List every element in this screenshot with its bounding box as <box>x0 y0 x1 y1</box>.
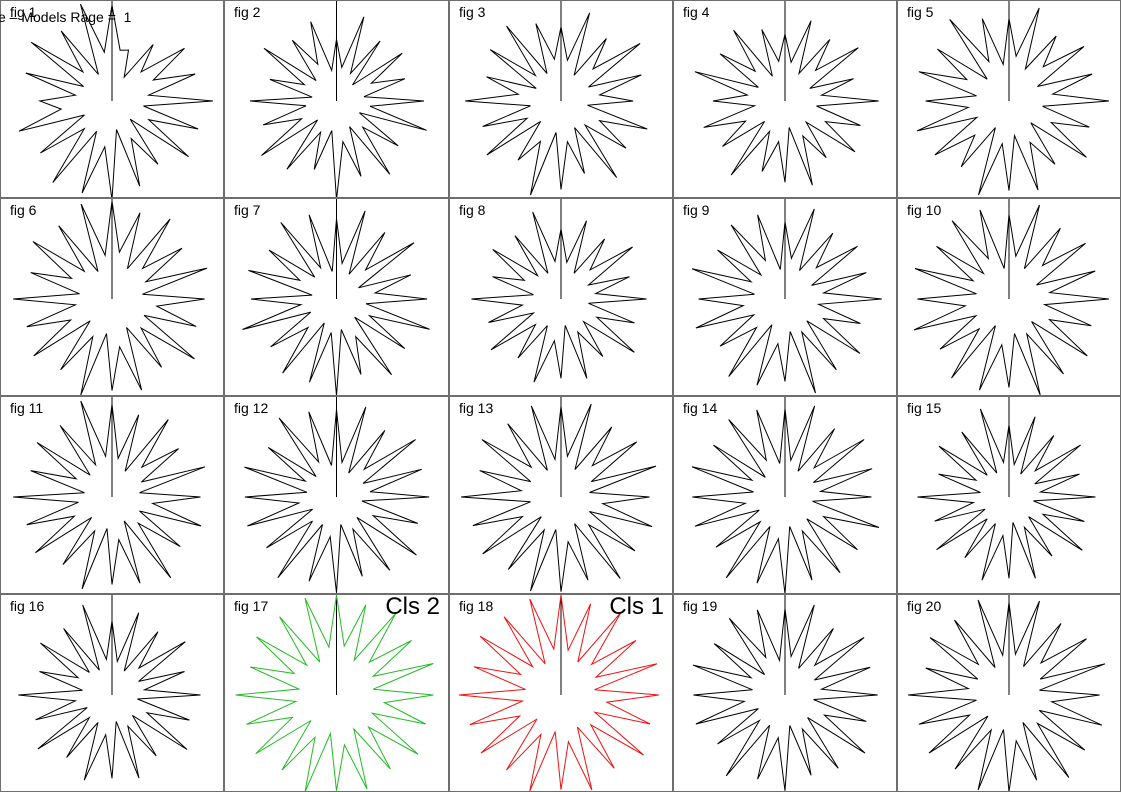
figure-label: fig 11 <box>10 400 44 416</box>
star-plot-panel: fig 2 <box>224 0 449 198</box>
star-plot-panel: fig 14 <box>673 396 897 594</box>
star-plot-panel: fig 5 <box>897 0 1121 198</box>
figure-label: fig 1 <box>10 4 37 20</box>
star-glyph <box>18 3 213 197</box>
star-glyph <box>692 604 878 791</box>
star-glyph <box>694 20 879 186</box>
star-glyph <box>13 201 208 395</box>
star-plot-panel: fig 6 <box>0 198 224 396</box>
figure-label: fig 20 <box>907 598 942 614</box>
figure-label: fig 19 <box>683 598 718 614</box>
star-plot-panel: fig 18 Cls 1 <box>449 594 673 792</box>
star-plot-panel: fig 16 <box>0 594 224 792</box>
star-plot-panel: fig 11 <box>0 396 224 594</box>
figure-label: fig 5 <box>907 4 934 20</box>
star-glyph-svg <box>459 595 659 791</box>
figure-label: fig 15 <box>907 400 942 416</box>
figure-label: fig 4 <box>683 4 710 20</box>
figure-label: fig 18 <box>459 598 494 614</box>
star-plot-panel: fig 9 <box>673 198 897 396</box>
star-glyph <box>908 599 1106 791</box>
star-plot-panel: fig 15 <box>897 396 1121 594</box>
figure-label: fig 14 <box>683 400 718 416</box>
star-glyph <box>465 12 648 196</box>
star-glyph <box>916 7 1109 196</box>
star-glyph-svg <box>13 199 208 395</box>
star-glyph-svg <box>471 199 647 383</box>
figure-label: fig 8 <box>459 202 486 218</box>
star-glyph <box>691 208 882 394</box>
star-glyph-svg <box>13 397 206 590</box>
page-header: e – Models Rage = 1 <box>0 9 132 25</box>
class-label: Cls 1 <box>609 594 664 620</box>
star-glyph <box>244 406 430 593</box>
star-glyph <box>249 16 427 197</box>
star-glyph-svg <box>917 397 1096 581</box>
class-label: Cls 2 <box>385 594 440 620</box>
star-plot-panel: fig 17 Cls 2 <box>224 594 449 792</box>
star-glyph-svg <box>694 1 879 186</box>
figure-label: fig 2 <box>234 4 261 20</box>
star-glyph-svg <box>249 1 427 197</box>
star-plot-panel: fig 12 <box>224 396 449 594</box>
star-glyph <box>459 595 659 791</box>
star-glyph-svg <box>235 595 434 791</box>
star-glyph-svg <box>913 199 1109 395</box>
figure-label: fig 16 <box>10 598 45 614</box>
star-glyph-svg <box>242 199 430 395</box>
star-plot-panel: fig 8 <box>449 198 673 396</box>
star-glyph <box>461 403 657 592</box>
star-glyph <box>913 204 1109 395</box>
star-glyph <box>13 400 206 590</box>
star-glyph-svg <box>691 397 880 593</box>
star-plot-panel: fig 7 <box>224 198 449 396</box>
star-plot-panel: fig 10 <box>897 198 1121 396</box>
star-glyph <box>471 211 647 383</box>
star-glyph <box>18 604 201 781</box>
star-glyph-svg <box>244 397 430 593</box>
star-plot-panel: fig 13 <box>449 396 673 594</box>
star-glyph-svg <box>18 595 201 781</box>
star-plot-panel: fig 19 <box>673 594 897 792</box>
star-glyph-svg <box>465 1 648 196</box>
figure-label: fig 12 <box>234 400 269 416</box>
star-glyph-svg <box>691 199 882 394</box>
figure-label: fig 13 <box>459 400 494 416</box>
star-glyph-svg <box>908 595 1106 791</box>
star-plot-panel: fig 20 <box>897 594 1121 792</box>
star-plot-panel: fig 1 <box>0 0 224 198</box>
star-glyph-svg <box>692 595 878 791</box>
star-glyph-svg <box>18 1 213 197</box>
figure-label: fig 10 <box>907 202 942 218</box>
star-glyph-svg <box>916 1 1109 196</box>
star-glyph <box>235 595 434 791</box>
star-glyph <box>691 405 880 593</box>
figure-label: fig 17 <box>234 598 269 614</box>
figure-label: fig 3 <box>459 4 486 20</box>
figure-label: fig 6 <box>10 202 37 218</box>
star-plot-panel: fig 4 <box>673 0 897 198</box>
star-glyph <box>917 408 1096 581</box>
star-plot-panel: fig 3 <box>449 0 673 198</box>
figure-label: fig 7 <box>234 202 261 218</box>
star-glyph-svg <box>461 397 657 592</box>
figure-label: fig 9 <box>683 202 710 218</box>
star-glyph <box>242 210 430 395</box>
